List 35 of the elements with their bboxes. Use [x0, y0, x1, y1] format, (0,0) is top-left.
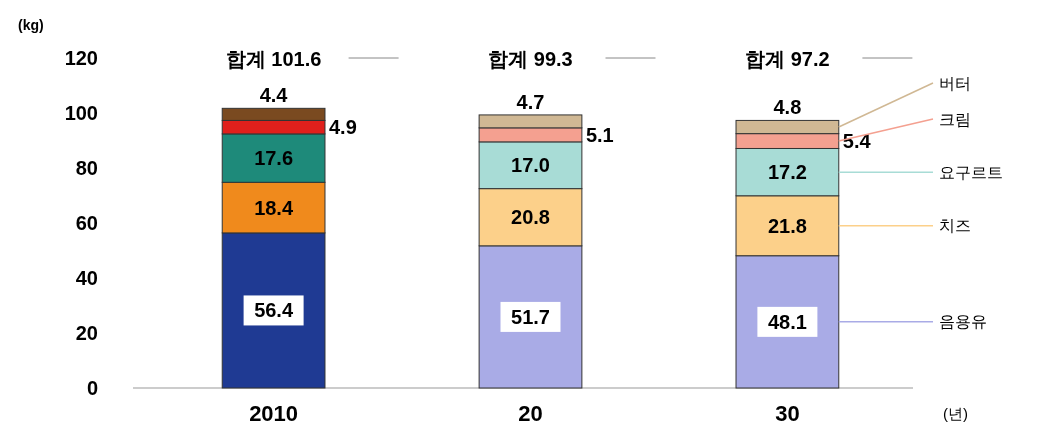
y-tick-label: 40: [75, 267, 98, 289]
data-label: 17.6: [254, 147, 294, 170]
data-label: 21.8: [767, 214, 807, 237]
y-tick-label: 0: [86, 377, 98, 399]
text: 버터: [939, 74, 971, 92]
data-label: 17.2: [767, 161, 807, 184]
data-label: 51.7: [511, 305, 550, 328]
x-tick-label: 20: [518, 401, 543, 426]
data-label: 4.9: [328, 116, 357, 139]
data-label: 17.0: [511, 154, 550, 177]
data-label: 5.4: [842, 130, 872, 153]
data-label: 20.8: [511, 206, 550, 229]
total-label: 합계 99.3: [488, 48, 573, 70]
data-label: 56.4: [254, 299, 294, 322]
text: 요구르트: [939, 163, 1003, 181]
x-tick-label: 2010: [249, 401, 299, 426]
data-label: 48.1: [767, 310, 807, 333]
y-tick-label: 20: [75, 322, 98, 344]
data-label: 4.8: [773, 96, 802, 119]
x-axis-title: (년): [943, 405, 968, 422]
x-tick-label: 30: [775, 401, 800, 426]
data-label: 4.4: [259, 84, 289, 107]
total-label: 합계 97.2: [745, 48, 830, 70]
y-tick-label: 80: [75, 157, 98, 179]
text: 치즈: [939, 217, 971, 235]
text: 음용유: [939, 313, 987, 331]
total-label: 합계 101.6: [225, 48, 322, 70]
data-label: 4.7: [516, 90, 545, 113]
y-tick-label: 100: [64, 102, 98, 124]
y-tick-label: 60: [75, 212, 98, 234]
text: 크림: [939, 110, 971, 128]
data-label: 18.4: [254, 196, 294, 219]
y-axis-title: (kg): [18, 17, 44, 33]
y-tick-label: 120: [64, 47, 98, 69]
data-label: 5.1: [585, 123, 614, 146]
